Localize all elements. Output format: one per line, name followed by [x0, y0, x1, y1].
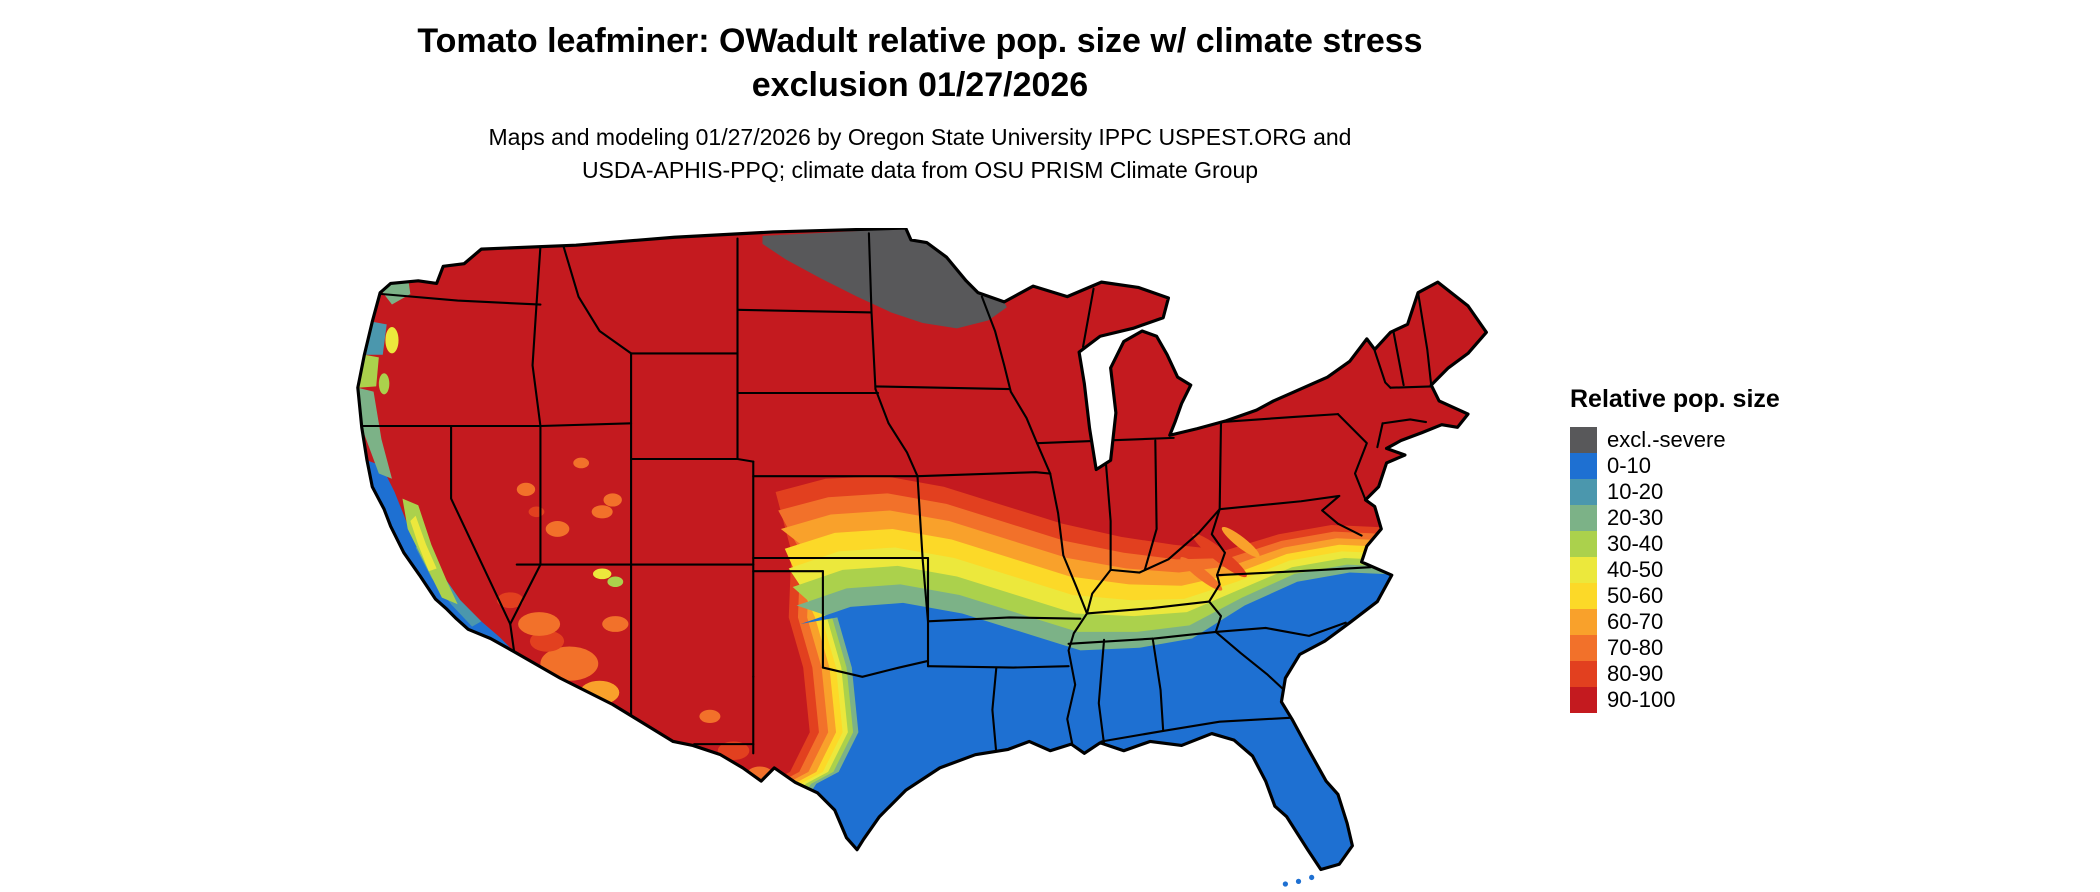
legend-label-c30: 30-40	[1607, 531, 1664, 556]
legend-label-c60: 60-70	[1607, 609, 1664, 634]
legend-label-excl: excl.-severe	[1607, 427, 1726, 452]
legend-swatch-c90	[1570, 687, 1597, 713]
legend-item-c0: 0-10	[1570, 453, 1780, 479]
legend-swatch-c20	[1570, 505, 1597, 531]
legend-swatch-c50	[1570, 583, 1597, 609]
us-map-svg	[356, 228, 1488, 887]
header: Tomato leafminer: OWadult relative pop. …	[0, 20, 1840, 188]
legend-swatch-c10	[1570, 479, 1597, 505]
florida-keys	[1282, 874, 1315, 887]
legend: Relative pop. size excl.-severe 0-10 10-20…	[1570, 385, 1780, 713]
legend-label-c80: 80-90	[1607, 661, 1664, 686]
us-choropleth-map	[300, 228, 1535, 888]
legend-swatch-c60	[1570, 609, 1597, 635]
legend-label-c20: 20-30	[1607, 505, 1664, 530]
map-subtitle-line2: USDA-APHIS-PPQ; climate data from OSU PR…	[581, 157, 1259, 184]
legend-title: Relative pop. size	[1570, 385, 1780, 413]
legend-label-c0: 0-10	[1607, 453, 1652, 478]
legend-item-c70: 70-80	[1570, 635, 1780, 661]
legend-items: excl.-severe 0-10 10-20 20-30 30-40 40-50 50-6…	[1570, 427, 1780, 713]
state-borders	[359, 232, 1433, 755]
map-title-line1: Tomato leafminer: OWadult relative pop. …	[417, 22, 1423, 60]
legend-label-c50: 50-60	[1607, 583, 1664, 608]
legend-label-c10: 10-20	[1607, 479, 1664, 504]
map-subtitle-line1: Maps and modeling 01/27/2026 by Oregon S…	[488, 124, 1352, 151]
map-title: Tomato leafminer: OWadult relative pop. …	[0, 20, 1840, 107]
us-outline	[356, 228, 1488, 872]
legend-item-c60: 60-70	[1570, 609, 1780, 635]
legend-label-c40: 40-50	[1607, 557, 1664, 582]
excluded-region	[762, 228, 1007, 329]
legend-swatch-c0	[1570, 453, 1597, 479]
legend-label-c70: 70-80	[1607, 635, 1664, 660]
legend-swatch-c40	[1570, 557, 1597, 583]
legend-item-c10: 10-20	[1570, 479, 1780, 505]
legend-item-c80: 80-90	[1570, 661, 1780, 687]
map-title-line2: exclusion 01/27/2026	[751, 65, 1089, 104]
legend-swatch-c80	[1570, 661, 1597, 687]
legend-item-c90: 90-100	[1570, 687, 1780, 713]
legend-swatch-c70	[1570, 635, 1597, 661]
map-fill-layers	[357, 228, 1487, 870]
legend-item-c50: 50-60	[1570, 583, 1780, 609]
map-subtitle: Maps and modeling 01/27/2026 by Oregon S…	[0, 121, 1840, 188]
legend-label-c90: 90-100	[1607, 687, 1676, 712]
legend-swatch-excl	[1570, 427, 1597, 453]
legend-item-c30: 30-40	[1570, 531, 1780, 557]
legend-swatch-c30	[1570, 531, 1597, 557]
legend-item-c20: 20-30	[1570, 505, 1780, 531]
legend-item-excl: excl.-severe	[1570, 427, 1780, 453]
legend-item-c40: 40-50	[1570, 557, 1780, 583]
